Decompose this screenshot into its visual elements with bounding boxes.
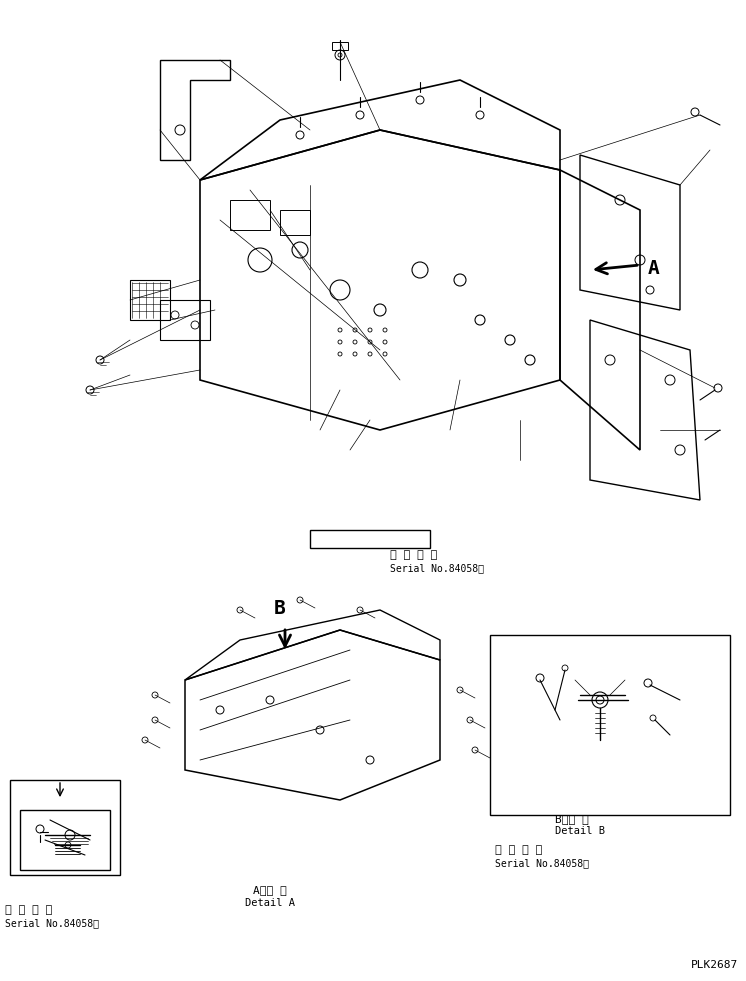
Text: Serial No.84058～: Serial No.84058～	[495, 858, 589, 868]
Bar	[280, 210, 310, 235]
Text: B　詳 細: B 詳 細	[555, 814, 589, 824]
Text: PLK2687: PLK2687	[691, 960, 738, 970]
Bar	[10, 780, 120, 875]
Text: Serial No.84058～: Serial No.84058～	[390, 563, 484, 573]
Text: Detail A: Detail A	[245, 898, 295, 908]
Bar	[332, 42, 348, 50]
Text: 適 用 号 機: 適 用 号 機	[390, 550, 437, 560]
Bar	[310, 530, 430, 548]
Bar	[160, 300, 210, 340]
Text: 適 用 号 機: 適 用 号 機	[495, 845, 542, 855]
Bar	[230, 200, 270, 230]
Bar	[490, 635, 730, 815]
Bar	[20, 810, 110, 870]
Text: 適 用 号 機: 適 用 号 機	[5, 905, 52, 915]
Text: A: A	[648, 259, 659, 278]
Text: Detail B: Detail B	[555, 826, 605, 836]
Text: B: B	[274, 599, 286, 618]
Text: A　詳 細: A 詳 細	[253, 885, 287, 895]
Text: Serial No.84058～: Serial No.84058～	[5, 918, 99, 928]
